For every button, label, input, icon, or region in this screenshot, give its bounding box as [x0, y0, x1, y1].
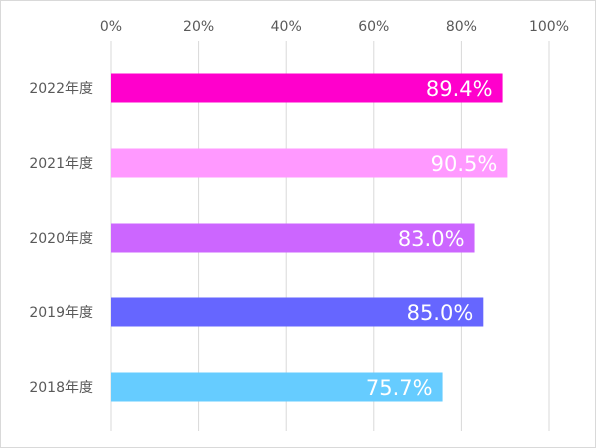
bar [111, 372, 443, 402]
bar [111, 297, 484, 327]
data-label: 75.7% [366, 376, 433, 400]
category-label: 2022年度 [29, 81, 93, 97]
x-tick-label: 60% [358, 19, 389, 35]
bar [111, 148, 508, 178]
x-tick-label: 20% [183, 19, 214, 35]
x-tick-label: 80% [446, 19, 477, 35]
x-tick-label: 40% [271, 19, 302, 35]
category-label: 2020年度 [29, 231, 93, 247]
data-label: 90.5% [431, 152, 498, 176]
data-label: 83.0% [398, 227, 465, 251]
x-tick-label: 100% [529, 19, 569, 35]
x-tick-label: 0% [100, 19, 122, 35]
data-label: 89.4% [426, 77, 493, 101]
category-label: 2019年度 [29, 305, 93, 321]
data-label: 85.0% [407, 301, 474, 325]
category-label: 2018年度 [29, 380, 93, 396]
bar [111, 223, 475, 253]
bar [111, 73, 503, 103]
category-label: 2021年度 [29, 156, 93, 172]
